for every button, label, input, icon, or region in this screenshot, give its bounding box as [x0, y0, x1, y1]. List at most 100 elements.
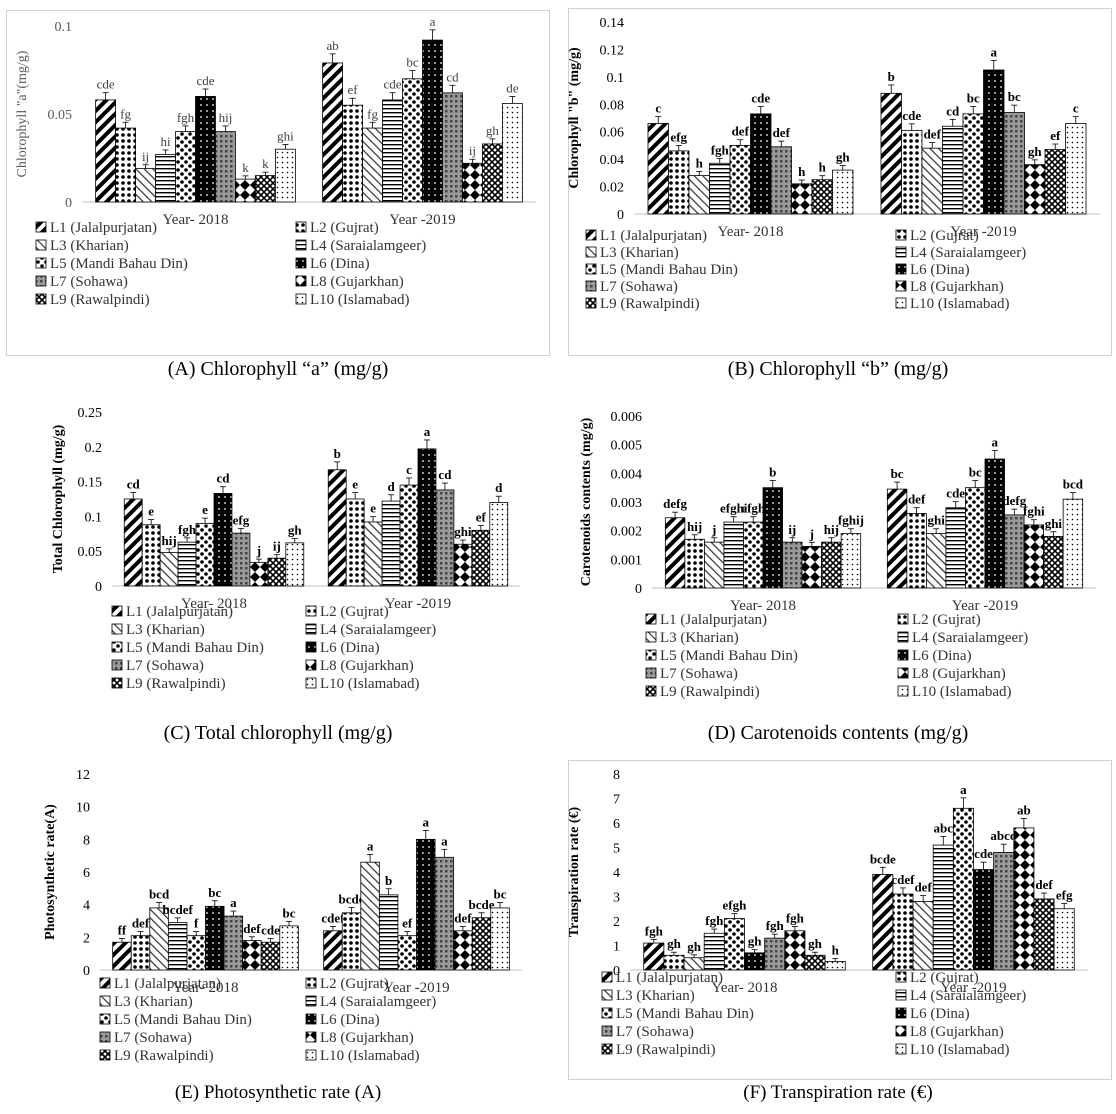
- bar: [167, 922, 188, 971]
- data-label: bc: [969, 465, 982, 480]
- data-label: a: [430, 14, 436, 29]
- data-label: a: [992, 434, 999, 449]
- caption-a: (A) Chlorophyll “a” (mg/g): [167, 358, 389, 380]
- data-label: a: [960, 782, 967, 797]
- y-tick-label: 0.005: [611, 439, 643, 454]
- y-tick-label: 0.003: [611, 496, 643, 511]
- bar: [784, 930, 806, 971]
- legend-swatch: [895, 971, 907, 983]
- legend-swatch: [305, 677, 317, 689]
- legend-swatch: [111, 623, 123, 635]
- bar: [342, 104, 363, 203]
- bar: [130, 935, 151, 971]
- bar: [821, 541, 842, 589]
- legend-label: L2 (Gujrat): [320, 976, 389, 992]
- legend-swatch: [35, 239, 47, 251]
- bar: [215, 131, 236, 203]
- data-label: fgh: [177, 110, 195, 125]
- chart-panel-b: 0 0.02 0.04 0.06 0.08 0.1 0.12 0.14 Chlorophyll …: [560, 0, 1116, 358]
- y-tick-label: 0.002: [611, 525, 643, 540]
- data-label: cde: [261, 922, 280, 937]
- legend-label: L7 (Sohawa): [660, 666, 738, 682]
- legend-swatch: [897, 667, 909, 679]
- data-label: bc: [283, 905, 296, 920]
- legend-label: L5 (Mandi Bahau Din): [126, 640, 264, 656]
- bar: [195, 96, 216, 203]
- data-label: bcde: [339, 892, 365, 907]
- bar: [345, 498, 365, 587]
- data-label: fgh: [645, 923, 664, 938]
- legend-label: L10 (Islamabad): [320, 1048, 420, 1064]
- bar: [442, 92, 463, 203]
- data-label: j: [711, 522, 716, 537]
- legend-swatch: [645, 631, 657, 643]
- y-axis-label: Chlorophyll "a"(mg/g): [15, 50, 30, 177]
- y-tick-label: 0.02: [600, 181, 625, 196]
- data-label: cde: [946, 486, 965, 501]
- legend-label: L3 (Kharian): [616, 988, 695, 1004]
- data-label: a: [991, 44, 998, 59]
- data-label: cde: [97, 77, 115, 92]
- y-tick-label: 0.004: [611, 467, 643, 482]
- legend-swatch: [585, 229, 597, 241]
- bar: [729, 145, 751, 215]
- bar: [382, 99, 403, 203]
- data-label: ghi: [277, 128, 294, 143]
- data-label: bc: [967, 91, 980, 106]
- legend-label: L6 (Dina): [910, 262, 970, 278]
- data-label: def: [132, 916, 150, 931]
- legend-label: L2 (Gujrat): [912, 612, 981, 628]
- bar: [688, 175, 710, 215]
- x-tick-label: Year- 2018: [181, 596, 247, 612]
- legend-label: L6 (Dina): [310, 256, 370, 272]
- legend-label: L9 (Rawalpindi): [50, 292, 150, 308]
- bar: [647, 123, 669, 215]
- data-label: hi: [160, 134, 171, 149]
- bar: [824, 961, 846, 971]
- y-tick-label: 0: [617, 208, 624, 223]
- y-tick-label: 8: [83, 833, 90, 848]
- bar: [402, 78, 423, 203]
- legend-swatch: [895, 1007, 907, 1019]
- data-label: bcdef: [162, 902, 193, 917]
- data-label: d: [495, 480, 503, 495]
- data-label: fgh: [766, 918, 785, 933]
- legend-label: L6 (Dina): [320, 1012, 380, 1028]
- bar: [279, 925, 299, 971]
- data-label: def: [908, 492, 926, 507]
- bar: [112, 941, 132, 971]
- data-label: bcde: [468, 897, 494, 912]
- data-label: def: [243, 921, 261, 936]
- data-label: e: [148, 504, 154, 519]
- data-label: cdef: [891, 872, 915, 887]
- data-label: a: [424, 424, 431, 439]
- data-label: de: [506, 80, 519, 95]
- legend-label: L8 (Gujarkhan): [320, 1030, 414, 1046]
- bar: [285, 542, 305, 587]
- y-axis-label: Total Chlorophyll (mg/g): [51, 424, 66, 573]
- bar: [983, 69, 1005, 215]
- data-label: h: [832, 943, 840, 958]
- legend-label: L8 (Gujarkhan): [912, 666, 1006, 682]
- bar: [1013, 827, 1035, 971]
- bar: [363, 521, 383, 587]
- y-tick-label: 0.1: [55, 20, 73, 35]
- x-tick-label: Year -2019: [389, 212, 455, 228]
- data-label: cde: [751, 91, 770, 106]
- bar: [186, 935, 206, 971]
- bar: [1044, 149, 1066, 215]
- data-label: bcde: [870, 851, 896, 866]
- bar: [872, 874, 894, 971]
- data-label: b: [334, 446, 341, 461]
- data-label: bc: [891, 466, 904, 481]
- bar: [223, 915, 244, 971]
- data-label: gh: [687, 939, 702, 954]
- bar: [709, 162, 731, 215]
- bar: [1004, 514, 1025, 589]
- chart-d-svg: 0 0.001 0.002 0.003 0.004 0.005 0.006 Carotenoi…: [579, 410, 1096, 700]
- bar: [471, 917, 492, 971]
- caption-d: (D) Carotenoids contents (mg/g): [707, 722, 969, 744]
- y-tick-label: 0: [613, 964, 620, 979]
- legend-label: L1 (Jalalpurjatan): [114, 976, 221, 992]
